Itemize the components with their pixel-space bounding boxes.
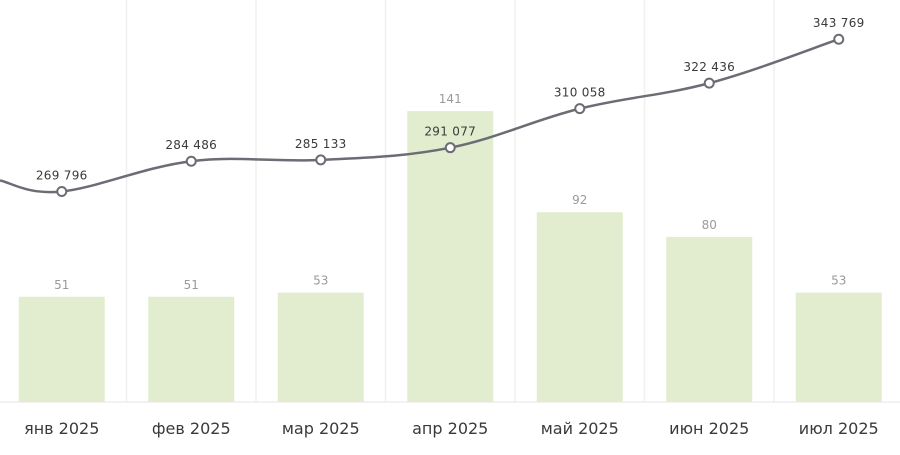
line-point (833, 33, 845, 45)
bar-value-label: 51 (184, 278, 199, 292)
line-value-label: 310 058 (554, 86, 606, 100)
line-value-label: 284 486 (165, 138, 217, 152)
line-point (56, 185, 68, 197)
x-tick-label: апр 2025 (412, 419, 488, 438)
line-point (574, 103, 586, 115)
bar-series: 51 51 53 141 92 80 53 (18, 92, 882, 403)
x-tick-label: мар 2025 (282, 419, 360, 438)
line-series: 269 796 284 486 285 133 291 077 310 058 322 4… (0, 16, 865, 197)
bar (407, 111, 494, 403)
bar-value-label: 53 (313, 274, 328, 288)
line-point (703, 77, 715, 89)
bar (795, 292, 882, 402)
bar (277, 292, 364, 402)
bar (666, 236, 753, 402)
bar (536, 212, 623, 402)
line-value-label: 291 077 (424, 125, 476, 139)
x-tick-label: май 2025 (541, 419, 619, 438)
line-value-label: 322 436 (683, 60, 735, 74)
line-path (0, 38, 840, 194)
line-value-label: 343 769 (813, 16, 865, 30)
bar-value-label: 80 (702, 218, 717, 232)
bar-value-label: 141 (439, 92, 462, 106)
bar-value-label: 51 (54, 278, 69, 292)
x-axis-tick-labels: янв 2025 фев 2025 мар 2025 апр 2025 май 2025… (24, 419, 879, 438)
bar-value-label: 92 (572, 193, 587, 207)
bar (18, 296, 105, 402)
line-value-label: 285 133 (295, 137, 347, 151)
line-point (444, 142, 456, 154)
x-tick-label: июн 2025 (669, 419, 749, 438)
bar-value-label: 53 (831, 274, 846, 288)
grid-lines (125, 0, 775, 402)
x-tick-label: июл 2025 (799, 419, 879, 438)
line-value-label: 269 796 (36, 168, 88, 182)
line-point (315, 154, 327, 166)
x-tick-label: янв 2025 (24, 419, 99, 438)
line-point (185, 155, 197, 167)
x-tick-label: фев 2025 (152, 419, 231, 438)
bar (148, 296, 235, 402)
